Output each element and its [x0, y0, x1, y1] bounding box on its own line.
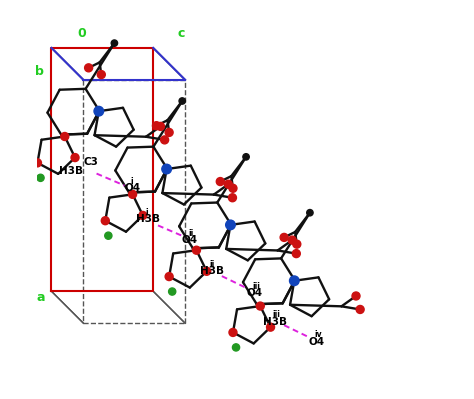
Circle shape	[229, 184, 237, 192]
Circle shape	[71, 154, 79, 162]
Text: i: i	[146, 208, 148, 217]
Text: H3B: H3B	[136, 214, 160, 225]
Circle shape	[161, 136, 169, 144]
Circle shape	[128, 190, 137, 198]
Text: O4: O4	[309, 337, 325, 347]
Circle shape	[165, 128, 173, 136]
Text: O4: O4	[182, 235, 198, 245]
Circle shape	[203, 267, 211, 275]
Text: O4: O4	[124, 183, 140, 194]
Text: a: a	[36, 291, 45, 304]
Text: H3B: H3B	[201, 266, 224, 277]
Text: iv: iv	[315, 330, 322, 339]
Circle shape	[356, 306, 364, 314]
Circle shape	[192, 246, 201, 254]
Text: iii: iii	[272, 310, 280, 319]
Circle shape	[37, 174, 44, 182]
Text: ii: ii	[188, 229, 193, 237]
Text: c: c	[177, 28, 185, 40]
Circle shape	[266, 323, 274, 331]
Circle shape	[290, 276, 299, 286]
Circle shape	[156, 122, 164, 130]
Text: i: i	[130, 177, 133, 186]
Circle shape	[153, 122, 160, 130]
Circle shape	[288, 236, 296, 244]
Text: ii: ii	[210, 260, 215, 269]
Circle shape	[169, 288, 176, 295]
Text: b: b	[35, 65, 44, 78]
Text: O4: O4	[246, 288, 262, 298]
Text: C3: C3	[83, 156, 98, 167]
Text: iii: iii	[253, 282, 260, 290]
Circle shape	[232, 344, 240, 351]
Circle shape	[293, 240, 301, 248]
Text: 0: 0	[77, 28, 86, 40]
Circle shape	[165, 273, 173, 280]
Circle shape	[292, 250, 301, 258]
Circle shape	[85, 64, 92, 72]
Circle shape	[105, 232, 112, 239]
Circle shape	[229, 328, 237, 336]
Circle shape	[111, 40, 118, 46]
Circle shape	[226, 220, 235, 230]
Circle shape	[256, 302, 264, 310]
Circle shape	[101, 217, 109, 225]
Circle shape	[224, 180, 232, 188]
Circle shape	[162, 164, 172, 174]
Circle shape	[97, 71, 105, 79]
Circle shape	[179, 98, 185, 104]
Circle shape	[216, 178, 224, 186]
Circle shape	[61, 132, 69, 140]
Text: H3B: H3B	[59, 166, 83, 176]
Circle shape	[352, 292, 360, 300]
Circle shape	[228, 194, 237, 202]
Circle shape	[280, 233, 288, 241]
Circle shape	[307, 209, 313, 216]
Circle shape	[34, 159, 41, 167]
Circle shape	[94, 107, 104, 116]
Circle shape	[139, 211, 147, 219]
Text: H3B: H3B	[263, 317, 287, 327]
Circle shape	[243, 154, 249, 160]
